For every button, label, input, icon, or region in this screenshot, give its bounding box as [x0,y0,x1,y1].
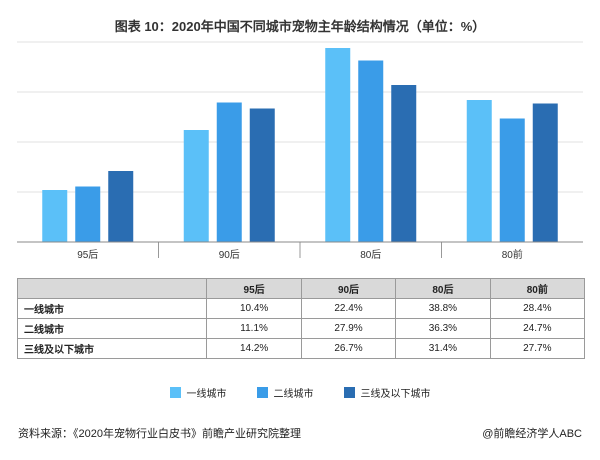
x-tick-label: 90后 [219,249,240,261]
legend-swatch [256,387,268,398]
table-cell: 22.4% [300,298,397,319]
row-label: 一线城市 [16,298,208,319]
table-cell: 38.8% [395,298,491,319]
bar [391,85,417,242]
table-row: 二线城市 11.1% 27.9% 36.3% 24.7% [16,318,586,339]
table-row: 三线及以下城市 14.2% 26.7% 31.4% 27.7% [16,338,586,359]
legend-item-tier1: 一线城市 [169,385,227,400]
table-cell: 11.1% [206,318,302,339]
row-label: 三线及以下城市 [16,338,208,359]
table-cell: 31.4% [395,338,491,359]
table-header-80: 80后 [395,278,491,299]
table-cell: 10.4% [206,298,302,319]
legend-item-tier3: 三线及以下城市 [343,385,431,400]
x-tick-label: 95后 [77,249,98,261]
bar [249,108,275,242]
bar [216,102,242,242]
table-header-row: 95后 90后 80后 80前 [16,278,586,299]
x-tick-label: 80前 [502,248,523,261]
row-label: 二线城市 [16,318,208,339]
bar [499,118,525,242]
table-corner-cell [16,278,208,299]
table-header-90: 90后 [300,278,397,299]
legend-label: 二线城市 [273,389,314,400]
bar [183,130,209,242]
bar [75,186,101,242]
source-note: 资料来源：《2020年宠物行业白皮书》前瞻产业研究院整理 [18,428,301,440]
legend-swatch [343,387,355,398]
table-cell: 27.7% [489,338,586,359]
bar [358,60,384,242]
table-cell: 26.7% [300,338,397,359]
x-tick-label: 80后 [360,249,381,261]
legend-label: 一线城市 [186,389,227,400]
bar [42,190,68,242]
table-header-95: 95后 [206,278,302,299]
bar [532,103,558,242]
legend-swatch [169,387,181,398]
bar [466,100,492,242]
chart-title: 图表 10：2020年中国不同城市宠物主年龄结构情况（单位：%） [114,19,486,34]
credit-note: @前瞻经济学人ABC [482,428,582,440]
table-cell: 36.3% [395,318,491,339]
table-row: 一线城市 10.4% 22.4% 38.8% 28.4% [16,298,586,319]
bar [325,48,351,242]
bar-chart: 95后 90后 80后 80前 [17,41,583,261]
table-cell: 24.7% [489,318,586,339]
chart-legend: 一线城市 二线城市 三线及以下城市 [0,385,600,400]
table-header-pre80: 80前 [489,278,586,299]
table-cell: 14.2% [206,338,302,359]
table-cell: 27.9% [300,318,397,339]
data-table: 95后 90后 80后 80前 一线城市 10.4% 22.4% 38.8% 2… [16,278,586,359]
bar [108,171,134,242]
table-cell: 28.4% [489,298,586,319]
legend-item-tier2: 二线城市 [256,385,314,400]
legend-label: 三线及以下城市 [360,389,431,400]
